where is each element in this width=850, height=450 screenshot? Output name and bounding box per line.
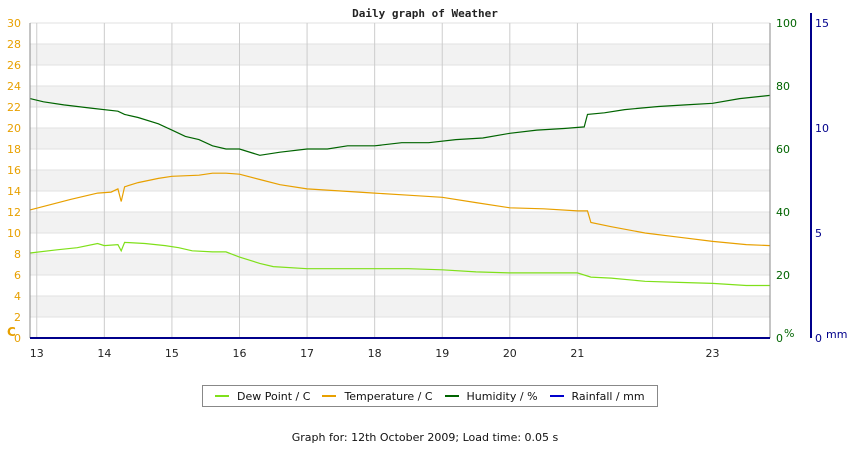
humidity-tick-label: 20 xyxy=(776,269,790,282)
left-tick-label: 14 xyxy=(7,185,21,198)
grid-band xyxy=(30,86,770,107)
left-tick-label: 30 xyxy=(7,17,21,30)
legend-item-temperature: Temperature / C xyxy=(322,389,433,403)
rain-tick-label: 0 xyxy=(815,332,822,345)
legend-item-rainfall: Rainfall / mm xyxy=(549,389,645,403)
left-tick-label: 16 xyxy=(7,164,21,177)
x-tick-label: 18 xyxy=(368,347,382,360)
left-axis-unit: C xyxy=(7,325,16,339)
x-tick-label: 15 xyxy=(165,347,179,360)
grid-band xyxy=(30,254,770,275)
grid-band xyxy=(30,44,770,65)
left-tick-label: 0 xyxy=(14,332,21,345)
x-tick-label: 17 xyxy=(300,347,314,360)
left-tick-label: 12 xyxy=(7,206,21,219)
series-line-humidity xyxy=(29,94,771,156)
rain-axis-unit: mm xyxy=(826,328,847,341)
grid-band xyxy=(30,296,770,317)
legend-swatch-dew-point xyxy=(215,395,229,397)
left-tick-label: 24 xyxy=(7,80,21,93)
legend-label-dew-point: Dew Point / C xyxy=(237,389,311,403)
left-tick-label: 26 xyxy=(7,59,21,72)
legend-swatch-temperature xyxy=(322,395,337,397)
x-tick-label: 19 xyxy=(435,347,449,360)
series-line-temperature xyxy=(29,172,771,247)
left-tick-label: 6 xyxy=(14,269,21,282)
rain-tick-label: 15 xyxy=(815,17,829,30)
left-tick-label: 18 xyxy=(7,143,21,156)
legend-label-rainfall: Rainfall / mm xyxy=(571,389,645,403)
humidity-axis-unit: % xyxy=(784,327,794,340)
rain-tick-label: 10 xyxy=(815,122,829,135)
graph-footer: Graph for: 12th October 2009; Load time:… xyxy=(291,431,559,444)
x-tick-label: 13 xyxy=(30,347,44,360)
left-tick-label: 8 xyxy=(14,248,21,261)
humidity-tick-label: 40 xyxy=(776,206,790,219)
left-tick-label: 10 xyxy=(7,227,21,240)
rain-tick-label: 5 xyxy=(815,227,822,240)
legend-swatch-humidity xyxy=(444,395,459,397)
humidity-tick-label: 100 xyxy=(776,17,797,30)
left-tick-label: 28 xyxy=(7,38,21,51)
left-tick-label: 22 xyxy=(7,101,21,114)
x-tick-label: 16 xyxy=(232,347,246,360)
humidity-tick-label: 0 xyxy=(776,332,783,345)
left-tick-label: 2 xyxy=(14,311,21,324)
legend-label-humidity: Humidity / % xyxy=(466,389,538,403)
legend-item-dew-point: Dew Point / C xyxy=(215,390,310,403)
legend-label-temperature: Temperature / C xyxy=(344,389,433,403)
humidity-tick-label: 80 xyxy=(776,80,790,93)
chart-title: Daily graph of Weather xyxy=(352,7,498,20)
x-tick-label: 21 xyxy=(570,347,584,360)
legend: Dew Point / C Temperature / C Humidity /… xyxy=(202,385,658,407)
left-tick-label: 4 xyxy=(14,290,21,303)
grid-band xyxy=(30,212,770,233)
grid-band xyxy=(30,170,770,191)
x-tick-label: 23 xyxy=(706,347,720,360)
x-tick-label: 20 xyxy=(503,347,517,360)
left-tick-label: 20 xyxy=(7,122,21,135)
humidity-tick-label: 60 xyxy=(776,143,790,156)
x-tick-label: 14 xyxy=(97,347,111,360)
series-line-dew xyxy=(29,241,770,287)
legend-swatch-rainfall xyxy=(549,395,564,397)
grid-band xyxy=(30,128,770,149)
legend-item-humidity: Humidity / % xyxy=(444,389,538,403)
